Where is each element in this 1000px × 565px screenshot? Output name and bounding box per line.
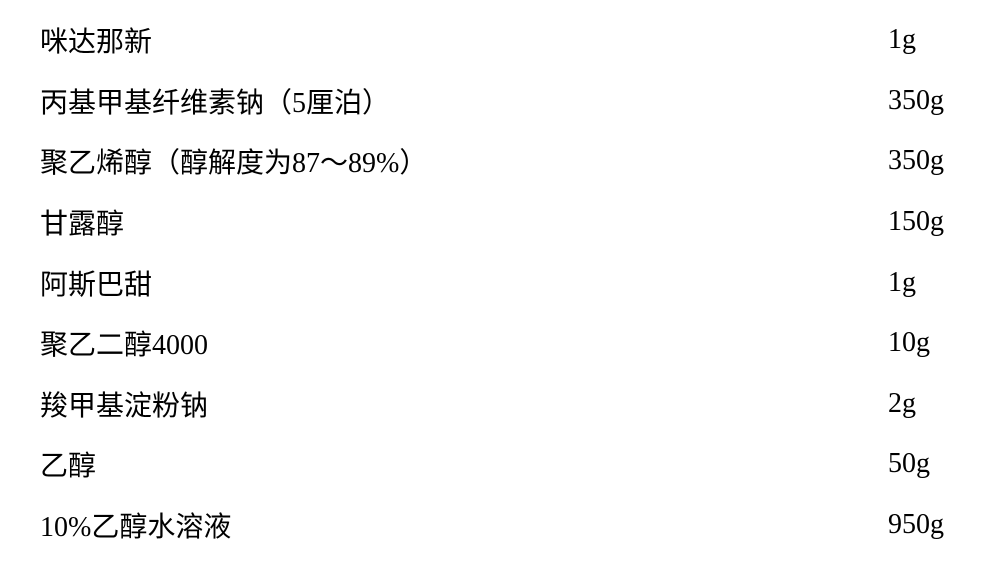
table-row: 阿斯巴甜 1g bbox=[40, 263, 960, 303]
table-row: 咪达那新 1g bbox=[40, 20, 960, 60]
amount-cell: 1g bbox=[888, 267, 960, 299]
ingredient-cell: 阿斯巴甜 bbox=[40, 263, 152, 303]
table-row: 甘露醇 150g bbox=[40, 202, 960, 242]
amount-cell: 10g bbox=[888, 327, 960, 359]
ingredient-cell: 丙基甲基纤维素钠（5厘泊） bbox=[40, 81, 390, 121]
ingredient-cell: 10%乙醇水溶液 bbox=[40, 505, 231, 545]
amount-cell: 150g bbox=[888, 206, 960, 238]
amount-cell: 350g bbox=[888, 145, 960, 177]
ingredient-cell: 聚乙烯醇（醇解度为87～89%） bbox=[40, 141, 427, 181]
table-row: 丙基甲基纤维素钠（5厘泊） 350g bbox=[40, 81, 960, 121]
ingredient-cell: 羧甲基淀粉钠 bbox=[40, 384, 208, 424]
amount-cell: 350g bbox=[888, 85, 960, 117]
table-row: 聚乙二醇4000 10g bbox=[40, 323, 960, 363]
ingredient-cell: 乙醇 bbox=[40, 444, 96, 484]
amount-cell: 50g bbox=[888, 448, 960, 480]
amount-cell: 1g bbox=[888, 24, 960, 56]
table-row: 聚乙烯醇（醇解度为87～89%） 350g bbox=[40, 141, 960, 181]
amount-cell: 950g bbox=[888, 509, 960, 541]
ingredient-cell: 甘露醇 bbox=[40, 202, 124, 242]
table-row: 10%乙醇水溶液 950g bbox=[40, 505, 960, 545]
table-row: 乙醇 50g bbox=[40, 444, 960, 484]
ingredient-table: 咪达那新 1g 丙基甲基纤维素钠（5厘泊） 350g 聚乙烯醇（醇解度为87～8… bbox=[0, 0, 1000, 565]
table-row: 羧甲基淀粉钠 2g bbox=[40, 384, 960, 424]
ingredient-cell: 咪达那新 bbox=[40, 20, 152, 60]
amount-cell: 2g bbox=[888, 388, 960, 420]
ingredient-cell: 聚乙二醇4000 bbox=[40, 323, 208, 363]
